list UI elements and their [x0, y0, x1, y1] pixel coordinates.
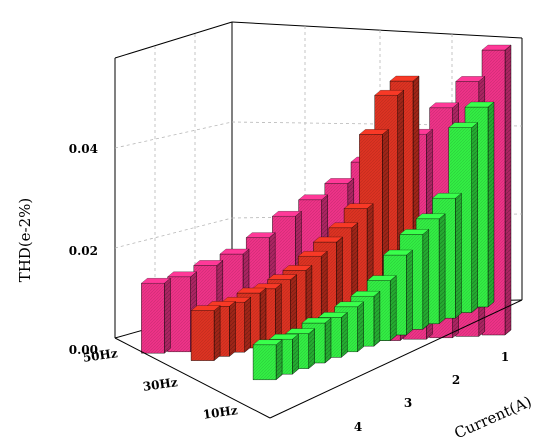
bar-top-face: [481, 44, 512, 51]
y-tick-label: 0.02: [69, 244, 98, 258]
y-tick-label: 0.00: [69, 343, 98, 357]
bar-top-face: [297, 250, 328, 257]
bar-side-texture: [324, 317, 332, 364]
frequency-label: 30Hz: [142, 375, 179, 394]
bar-side-texture: [438, 213, 446, 325]
bar-group: [140, 44, 512, 381]
bar-top-face: [389, 75, 420, 82]
bar-top-face: [464, 101, 495, 108]
bar-top-face: [268, 333, 300, 340]
bar-top-face: [448, 122, 479, 128]
bar-top-face: [358, 129, 390, 135]
bar-top-face: [324, 178, 355, 184]
bar-top-face: [251, 283, 282, 290]
bar-top-face: [252, 339, 283, 346]
bar-side-texture: [292, 333, 299, 375]
current-tick-label: 4: [354, 420, 362, 434]
frequency-label: 10Hz: [202, 403, 239, 422]
bar-top-face: [285, 328, 316, 334]
frequency-label: 50Hz: [82, 346, 119, 365]
bar-side-texture: [308, 328, 315, 370]
bar-top-face: [366, 275, 397, 281]
front-axes: [114, 299, 523, 419]
bar-top-face: [374, 89, 405, 96]
bar: [140, 277, 172, 354]
bar-top-face: [236, 287, 267, 294]
bar-side-texture: [422, 228, 430, 330]
current-tick-label: 1: [501, 350, 509, 364]
bar-front-texture: [252, 344, 277, 381]
y-axis-title: THD(e-2%): [16, 198, 34, 283]
bar: [252, 339, 283, 381]
bar-side-texture: [373, 290, 381, 347]
bar-side-texture: [406, 249, 413, 336]
bar-top-face: [301, 317, 332, 324]
bar-top-face: [266, 274, 298, 280]
bar-top-face: [297, 194, 329, 201]
bar-top-face: [343, 203, 374, 209]
bar-top-face: [328, 222, 359, 229]
bar-top-face: [140, 277, 172, 284]
bar-top-face: [382, 249, 414, 256]
bar-top-face: [415, 213, 446, 220]
current-tick-label: 3: [404, 396, 412, 410]
bar-top-face: [333, 301, 365, 308]
bar-side-texture: [389, 275, 397, 342]
bar-side-texture: [341, 311, 348, 358]
bar-side-texture: [357, 301, 364, 353]
bar-top-face: [350, 290, 381, 297]
y-tick-label: 0.04: [69, 142, 98, 156]
y-axis: 0.00 0.02 0.04 THD(e-2%): [16, 142, 98, 357]
bar-side-texture: [275, 339, 283, 381]
bar-side-texture: [259, 287, 267, 349]
bar-side-texture: [455, 192, 462, 319]
bar-series-10Hz: [252, 101, 495, 381]
current-tick-label: 2: [452, 373, 460, 387]
bar-top-face: [205, 301, 237, 307]
bar-side-texture: [487, 101, 495, 308]
bar-side-texture: [244, 296, 251, 353]
bar-top-face: [221, 296, 252, 303]
bar-top-face: [431, 192, 463, 199]
bar-top-face: [193, 260, 224, 266]
bar-top-face: [271, 210, 303, 217]
bar-top-face: [317, 312, 348, 318]
bar-front-texture: [190, 310, 215, 361]
bar-top-face: [219, 248, 250, 255]
bar-top-face: [428, 102, 460, 109]
bar-top-face: [455, 76, 486, 82]
bar-top-face: [245, 232, 276, 238]
bar-top-face: [312, 236, 344, 243]
bar-side-texture: [213, 305, 221, 362]
bar-top-face: [166, 271, 198, 278]
bar-top-face: [190, 305, 221, 311]
bar-top-face: [282, 265, 313, 271]
bar-side-texture: [471, 122, 478, 314]
bar-front-texture: [167, 276, 191, 353]
bar-side-texture: [164, 277, 171, 354]
bar-front-texture: [141, 282, 165, 354]
frequency-axis: 50Hz 30Hz 10Hz: [82, 346, 239, 422]
bar-side-texture: [504, 44, 512, 336]
bar-top-face: [399, 229, 430, 235]
bar: [190, 305, 221, 362]
bar-side-texture: [229, 300, 236, 357]
current-axis: 1 2 3 4 Current(A): [354, 350, 535, 439]
x-axis-title: Current(A): [452, 392, 535, 439]
